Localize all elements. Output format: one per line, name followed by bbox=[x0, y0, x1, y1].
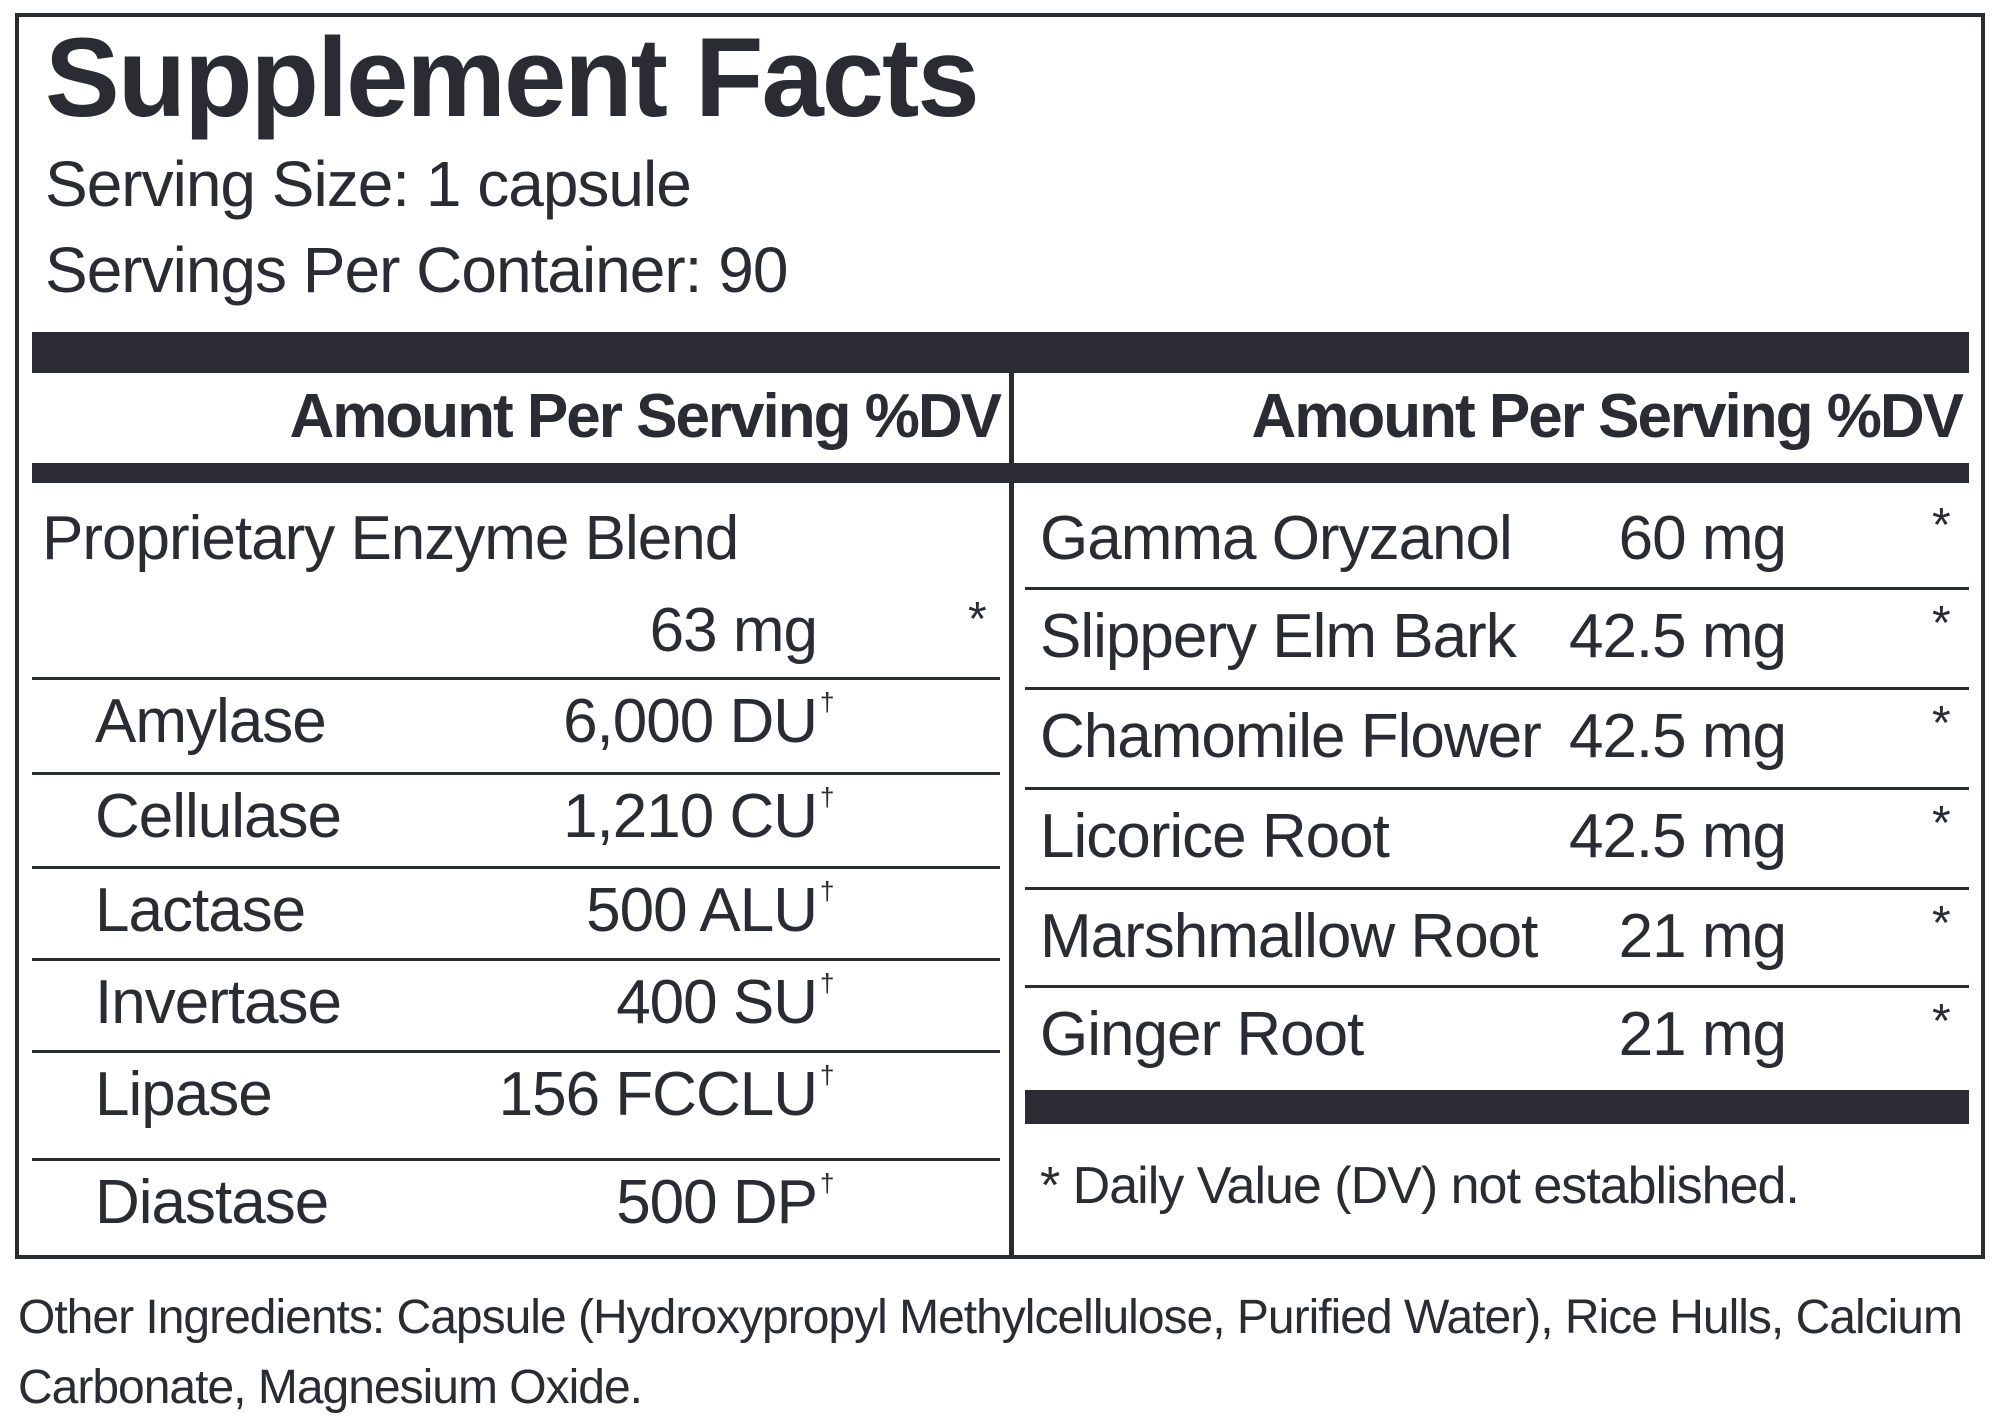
label-border bbox=[15, 13, 1985, 1259]
ingredient-amount: 6,000 DU bbox=[563, 687, 818, 756]
ingredient-mark: † bbox=[820, 876, 835, 906]
row-rule bbox=[1025, 587, 1969, 590]
blend-amount: 63 mg bbox=[649, 596, 818, 665]
blend-dv: * bbox=[968, 593, 987, 646]
ingredient-amount: 60 mg bbox=[1618, 504, 1787, 573]
ingredient-name: Licorice Root bbox=[1040, 802, 1390, 871]
thick-rule bbox=[1025, 1090, 1969, 1124]
ingredient-dv: * bbox=[1932, 797, 1951, 850]
ingredient-name: Lactase bbox=[95, 876, 306, 945]
ingredient-name: Gamma Oryzanol bbox=[1040, 504, 1513, 573]
ingredient-mark: † bbox=[820, 687, 835, 717]
header-rule bbox=[32, 463, 1009, 483]
ingredient-amount: 156 FCCLU bbox=[498, 1060, 818, 1129]
row-rule bbox=[32, 958, 1000, 961]
ingredient-name: Diastase bbox=[95, 1168, 329, 1237]
other-ingredients: Other Ingredients: Capsule (Hydroxypropy… bbox=[18, 1291, 1963, 1414]
ingredient-name: Chamomile Flower bbox=[1040, 702, 1542, 771]
row-rule bbox=[32, 1158, 1000, 1161]
row-rule bbox=[32, 772, 1000, 775]
ingredient-mark: † bbox=[820, 968, 835, 998]
row-rule bbox=[32, 677, 1000, 680]
ingredient-dv: * bbox=[1932, 897, 1951, 950]
row-rule bbox=[32, 866, 1000, 869]
ingredient-amount: 21 mg bbox=[1618, 902, 1787, 971]
ingredient-amount: 21 mg bbox=[1618, 1000, 1787, 1069]
ingredient-dv: * bbox=[1932, 995, 1951, 1048]
thick-rule bbox=[32, 332, 1969, 373]
ingredient-dv: * bbox=[1932, 597, 1951, 650]
row-rule bbox=[1025, 985, 1969, 988]
column-divider bbox=[1009, 373, 1014, 1255]
row-rule bbox=[1025, 687, 1969, 690]
ingredient-dv: * bbox=[1932, 697, 1951, 750]
row-rule bbox=[32, 1050, 1000, 1053]
ingredient-name: Amylase bbox=[95, 687, 327, 756]
ingredient-amount: 400 SU bbox=[616, 968, 818, 1037]
ingredient-amount: 42.5 mg bbox=[1568, 802, 1787, 871]
ingredient-name: Lipase bbox=[95, 1060, 273, 1129]
header-rule bbox=[1014, 463, 1969, 483]
serving-size: Serving Size: 1 capsule bbox=[45, 148, 692, 220]
ingredient-amount: 42.5 mg bbox=[1568, 602, 1787, 671]
right-header: Amount Per Serving %DV bbox=[1251, 382, 1964, 451]
ingredient-dv: * bbox=[1932, 499, 1951, 552]
ingredient-amount: 1,210 CU bbox=[563, 782, 818, 851]
ingredient-amount: 500 ALU bbox=[586, 876, 818, 945]
ingredient-amount: 42.5 mg bbox=[1568, 702, 1787, 771]
row-rule bbox=[1025, 887, 1969, 890]
ingredient-mark: † bbox=[820, 1168, 835, 1198]
title: Supplement Facts bbox=[45, 15, 980, 140]
footnote: * Daily Value (DV) not established. bbox=[1040, 1157, 1800, 1215]
left-header: Amount Per Serving %DV bbox=[289, 382, 1002, 451]
ingredient-name: Invertase bbox=[95, 968, 342, 1037]
row-rule bbox=[1025, 787, 1969, 790]
servings-per-container: Servings Per Container: 90 bbox=[45, 234, 788, 306]
ingredient-name: Cellulase bbox=[95, 782, 342, 851]
ingredient-mark: † bbox=[820, 782, 835, 812]
ingredient-name: Slippery Elm Bark bbox=[1040, 602, 1517, 671]
ingredient-name: Marshmallow Root bbox=[1040, 902, 1538, 971]
ingredient-name: Ginger Root bbox=[1040, 1000, 1364, 1069]
ingredient-mark: † bbox=[820, 1060, 835, 1090]
blend-name: Proprietary Enzyme Blend bbox=[42, 504, 739, 573]
ingredient-amount: 500 DP bbox=[616, 1168, 818, 1237]
